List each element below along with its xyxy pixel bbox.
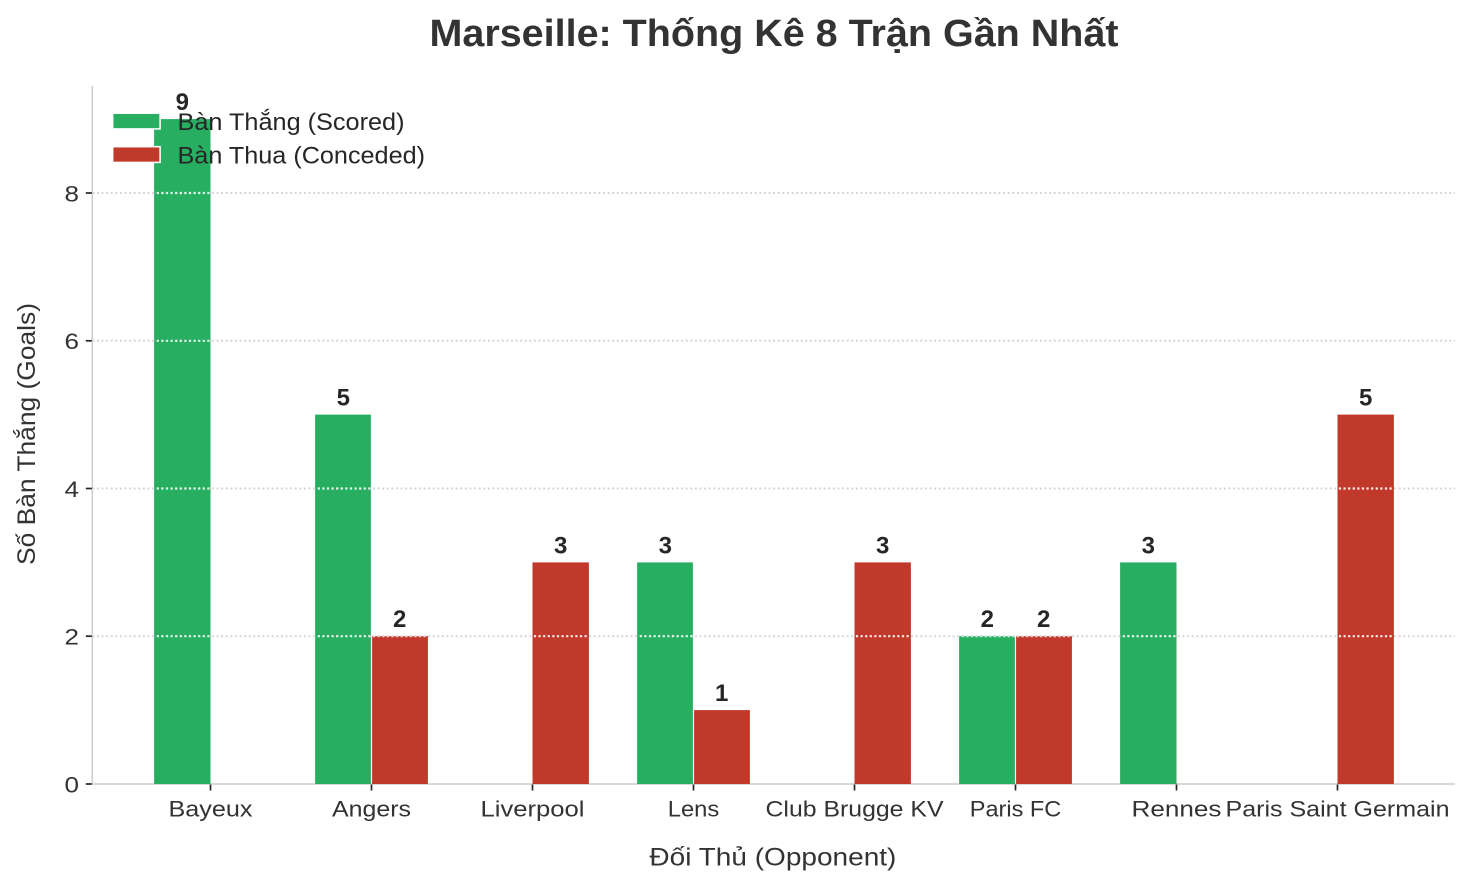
svg-text:2: 2 bbox=[65, 625, 80, 650]
svg-text:2: 2 bbox=[393, 606, 406, 633]
svg-text:3: 3 bbox=[554, 532, 567, 559]
svg-text:9: 9 bbox=[176, 89, 189, 116]
svg-text:Marseille: Thống Kê 8 Trận Gần: Marseille: Thống Kê 8 Trận Gần Nhất bbox=[430, 13, 1119, 55]
svg-text:6: 6 bbox=[65, 329, 80, 354]
svg-text:3: 3 bbox=[876, 532, 889, 559]
svg-text:5: 5 bbox=[1359, 385, 1372, 412]
svg-text:1: 1 bbox=[715, 680, 728, 707]
svg-text:Angers: Angers bbox=[332, 797, 411, 822]
svg-text:Bayeux: Bayeux bbox=[169, 797, 253, 822]
svg-text:0: 0 bbox=[65, 772, 80, 797]
svg-text:Số Bàn Thắng (Goals): Số Bàn Thắng (Goals) bbox=[12, 303, 41, 565]
svg-text:2: 2 bbox=[981, 606, 994, 633]
svg-text:Paris Saint Germain: Paris Saint Germain bbox=[1226, 797, 1450, 822]
svg-text:8: 8 bbox=[65, 181, 80, 206]
svg-text:Đối Thủ (Opponent): Đối Thủ (Opponent) bbox=[649, 843, 896, 871]
svg-text:Rennes: Rennes bbox=[1132, 797, 1222, 822]
svg-text:3: 3 bbox=[659, 532, 672, 559]
svg-text:2: 2 bbox=[1037, 606, 1050, 633]
svg-text:Bàn Thua (Conceded): Bàn Thua (Conceded) bbox=[178, 142, 426, 169]
svg-text:Club Brugge KV: Club Brugge KV bbox=[766, 797, 944, 822]
svg-text:Paris FC: Paris FC bbox=[970, 797, 1062, 822]
svg-text:4: 4 bbox=[65, 477, 80, 502]
svg-text:5: 5 bbox=[337, 385, 350, 412]
svg-text:Liverpool: Liverpool bbox=[481, 797, 585, 822]
svg-text:Lens: Lens bbox=[668, 797, 720, 822]
svg-text:Bàn Thắng (Scored): Bàn Thắng (Scored) bbox=[178, 109, 405, 136]
svg-text:3: 3 bbox=[1142, 532, 1155, 559]
